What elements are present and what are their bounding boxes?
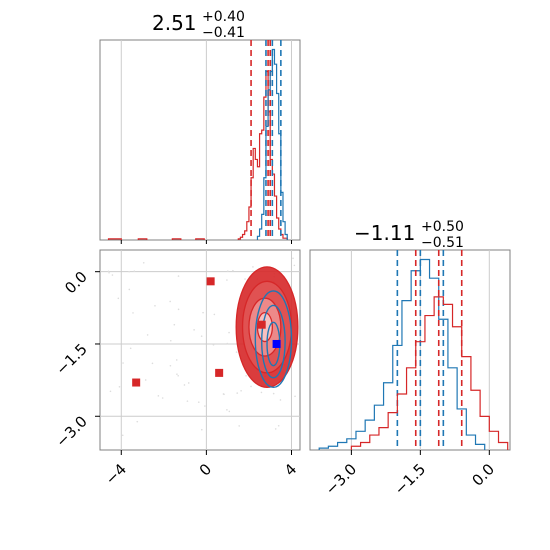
x-tick-label-scatter: −4 [102,460,130,488]
background-point [122,362,124,364]
background-point [175,359,178,361]
x-tick-label-scatter: 4 [281,460,300,479]
background-point [236,392,239,394]
background-point [117,297,120,300]
background-point [128,288,131,291]
background-point [142,262,145,264]
background-point [169,364,172,367]
background-point [226,342,229,345]
title-p1-value: 2.51 [152,11,197,35]
background-point [118,385,121,388]
background-point [151,362,154,365]
background-point [177,374,180,377]
background-point [292,257,294,260]
background-point [108,271,110,274]
background-point [213,313,216,316]
background-point [132,312,134,314]
background-point [274,428,277,430]
background-point [121,434,124,437]
background-point [136,420,139,423]
y-tick-label-scatter: −3.0 [52,412,90,450]
background-point [238,425,241,427]
background-point [183,384,186,386]
histogram-bottom-right [318,250,509,450]
background-point [177,308,180,311]
background-point [294,395,296,398]
title-p1-minus: −0.41 [202,25,245,41]
background-point [226,409,228,411]
x-tick-label-right: −1.5 [391,460,429,498]
panel-bottom-right-frame [309,249,511,451]
red-square-marker [257,320,266,329]
background-point [176,373,178,375]
background-point [226,270,229,272]
background-point [186,400,189,402]
background-point [187,382,190,384]
background-point [144,379,147,381]
background-point [128,270,130,273]
blue-contour [254,290,293,389]
background-point [244,278,246,280]
background-point [293,264,296,267]
title-p2-minus: −0.51 [421,235,464,251]
blue-contour [261,304,286,379]
background-point [177,275,180,277]
histogram-top-left [107,40,288,240]
panel-top-left-frame [99,39,301,241]
x-tick-label-right: 0.0 [469,460,499,490]
histogram-step-red [107,70,288,240]
title-p2-value: −1.11 [354,221,415,245]
x-tick-label-right: −3.0 [322,460,360,498]
background-point [226,279,228,281]
background-point [260,391,263,394]
title-p1-plus: +0.40 [202,9,245,25]
background-point [200,428,203,431]
y-tick-label-scatter: −1.5 [52,340,90,378]
histogram-step-blue [318,258,486,450]
x-tick-label-scatter: 0 [196,460,215,479]
background-point [133,270,136,272]
background-point [240,389,242,392]
panel-scatter-frame [99,249,301,451]
background-point [111,274,114,276]
background-point [204,405,206,407]
background-point [161,397,164,399]
red-square-marker [215,368,224,377]
background-point [173,323,176,326]
background-point [157,395,160,397]
background-point [200,335,203,337]
background-point [272,392,275,395]
background-point [228,331,230,334]
background-point [130,343,133,345]
background-point [232,269,234,272]
background-point [245,375,247,377]
background-point [235,351,238,353]
background-point [279,399,282,401]
background-point [169,300,171,303]
y-tick-label-scatter: 0.0 [61,268,91,298]
background-point [197,401,200,403]
background-point [154,304,156,307]
background-point [169,339,172,342]
background-point [228,410,231,413]
background-point [129,347,132,350]
background-point [146,334,149,336]
scatter-panel [107,257,299,437]
background-point [250,385,252,388]
background-point [193,329,195,331]
background-point [109,390,112,393]
title-p2-plus: +0.50 [421,219,464,235]
background-point [277,424,280,427]
background-point [223,393,225,396]
red-square-marker [132,378,141,387]
histogram-step-red [350,296,509,450]
background-point [212,344,215,346]
red-square-marker [206,277,215,286]
background-point [107,270,110,273]
background-point [202,311,204,314]
background-point [252,266,254,268]
blue-square-marker [272,339,281,348]
